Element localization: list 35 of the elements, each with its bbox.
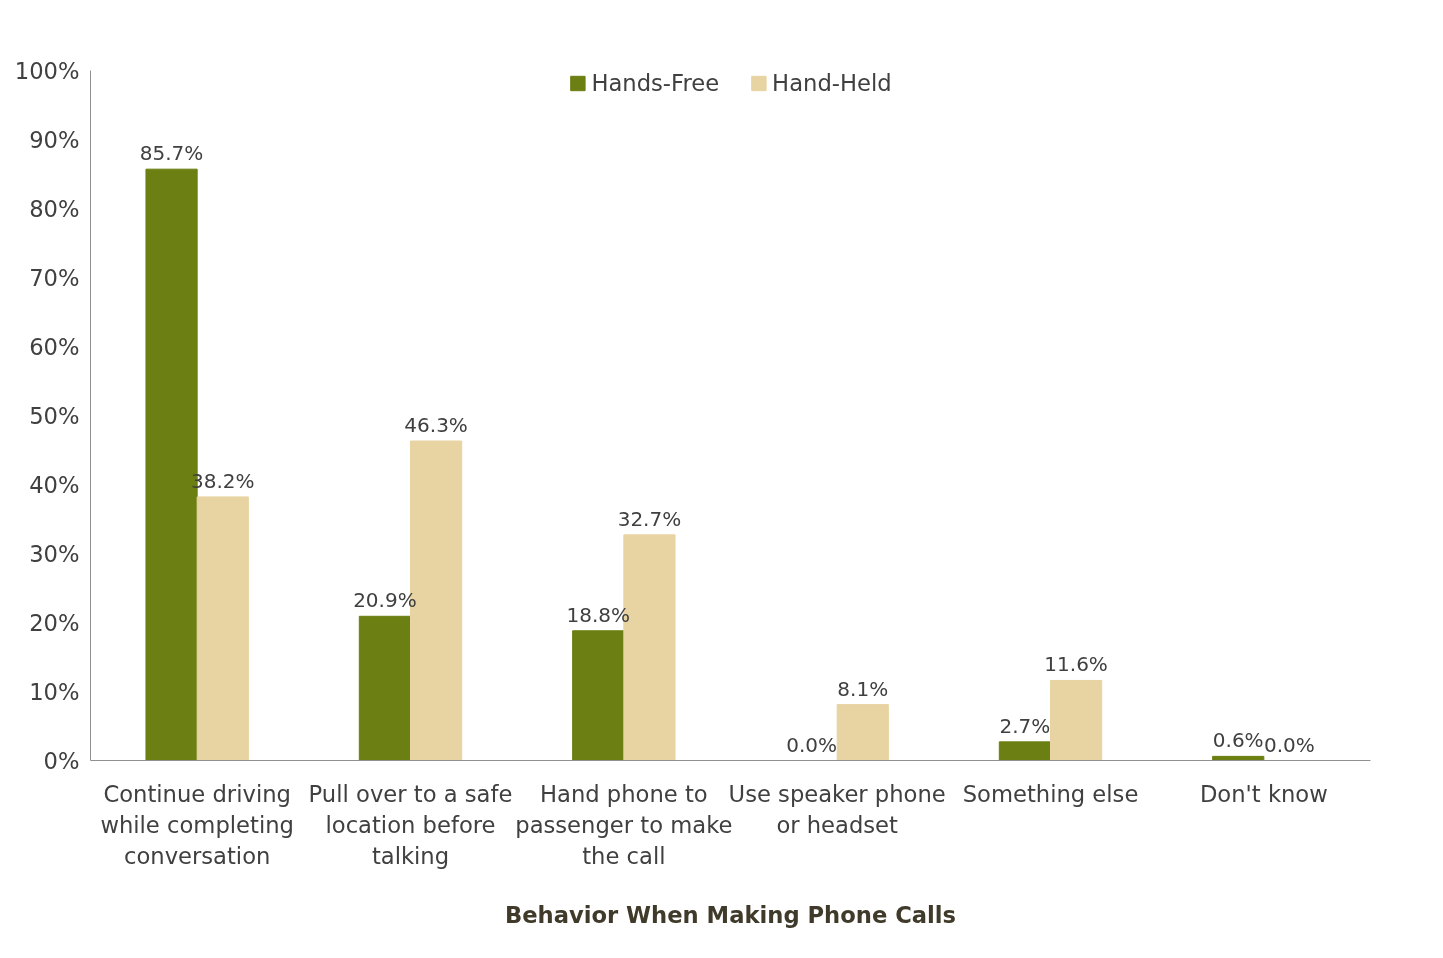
x-axis-title: Behavior When Making Phone Calls	[504, 901, 957, 928]
y-tick-label: 80%	[29, 195, 80, 222]
y-tick-label: 60%	[29, 333, 80, 360]
y-tick-label: 0%	[43, 747, 80, 774]
y-tick-label: 100%	[14, 57, 80, 84]
x-tick-label: Continue driving while completing conversation	[100, 780, 294, 869]
y-tick-label: 30%	[29, 540, 80, 567]
bar	[836, 704, 889, 761]
data-label: 0.6%	[1212, 728, 1264, 753]
y-tick-label: 20%	[29, 609, 80, 636]
bar	[196, 496, 249, 761]
x-tick-label: Don't know	[1199, 780, 1328, 807]
bar	[358, 615, 411, 761]
data-label: 32.7%	[617, 506, 682, 531]
data-label: 11.6%	[1044, 652, 1108, 677]
x-tick-label: Something else	[962, 780, 1139, 807]
data-label: 0.0%	[786, 732, 837, 757]
data-label: 20.9%	[353, 588, 417, 613]
y-tick-label: 90%	[29, 126, 80, 153]
data-label: 2.7%	[999, 713, 1051, 738]
data-label: 0.0%	[1264, 732, 1315, 757]
y-tick-label: 10%	[29, 678, 80, 705]
x-tick-label: Pull over to a safe location before talking	[308, 780, 513, 869]
data-label: 8.1%	[837, 676, 889, 701]
y-tick-label: 70%	[29, 264, 80, 291]
data-label: 85.7%	[139, 141, 204, 166]
data-label: 46.3%	[404, 413, 468, 438]
data-label: 18.8%	[566, 602, 631, 627]
bar	[572, 630, 625, 761]
bar	[998, 741, 1051, 761]
y-tick-label: 50%	[29, 402, 80, 429]
bar	[1050, 679, 1103, 761]
legend-label: Hand-Held	[772, 70, 892, 96]
y-tick-label: 40%	[29, 471, 80, 498]
legend-label: Hands-Free	[591, 70, 720, 96]
